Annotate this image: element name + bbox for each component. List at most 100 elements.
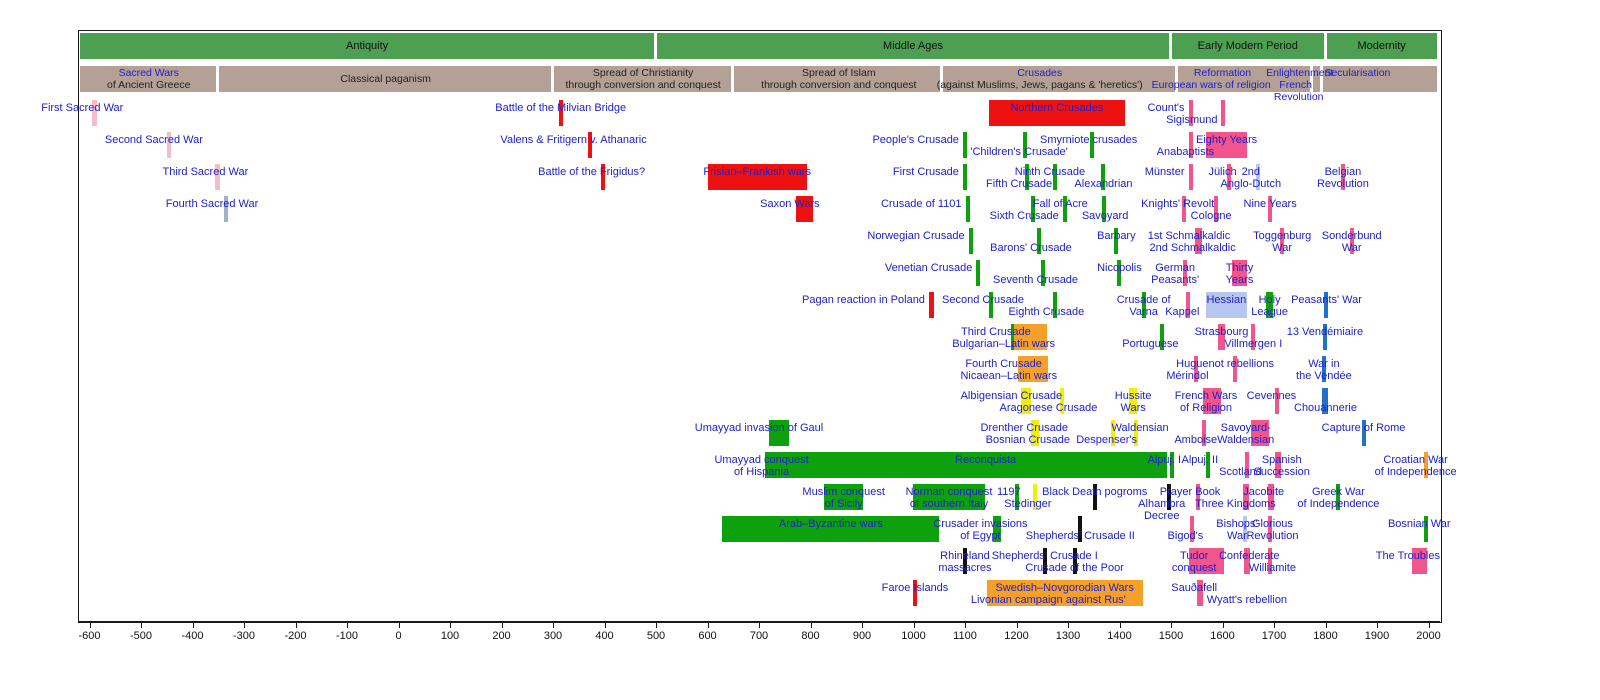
event-bar [1196, 580, 1201, 606]
axis-tick [656, 622, 657, 628]
axis-tick-label: 0 [395, 630, 402, 642]
event-bar [1280, 228, 1285, 254]
event-label: Succession [1253, 466, 1310, 478]
event-bar [992, 516, 1001, 542]
event-label: Crusade of 1101 [880, 198, 962, 210]
event-label: Waldensian [1217, 434, 1275, 446]
event-bar [1188, 100, 1193, 126]
event-bar [1213, 196, 1218, 222]
event-bar [1090, 132, 1095, 158]
event-label: Münster [1144, 166, 1185, 178]
event-bar [1185, 292, 1190, 318]
event-bar [986, 580, 1143, 606]
event-label: Capture of Rome [1321, 422, 1406, 434]
period-segment: Antiquity [80, 33, 654, 59]
event-label: Saxon Wars [760, 198, 820, 210]
event-bar [1251, 324, 1256, 350]
event-label: Nicaean–Latin wars [960, 370, 1058, 382]
event-bar [1349, 228, 1354, 254]
event-label: Years [1225, 274, 1254, 286]
event-bar [722, 516, 940, 542]
event-label: 2nd Schmalkaldic [1149, 242, 1236, 254]
event-label: War [1227, 530, 1247, 542]
event-bar [912, 580, 917, 606]
event-label: Wars [1120, 402, 1146, 414]
event-label: conquest [1171, 562, 1217, 574]
event-label: Sonderbund [1321, 230, 1382, 242]
event-bar [1221, 100, 1226, 126]
event-label: Muslim conquest [802, 486, 885, 498]
axis-tick [862, 622, 863, 628]
event-label: Venetian Crusade [884, 262, 973, 274]
event-label: Count's [1147, 102, 1185, 114]
event-bar [1336, 484, 1341, 510]
axis-tick [604, 622, 606, 628]
axis-tick-label: 600 [698, 630, 717, 642]
event-label: Scotland [1219, 466, 1262, 478]
event-label: Rhineland [940, 550, 990, 562]
era-segment [554, 66, 732, 92]
period-segment: Early Modern Period [1172, 33, 1324, 59]
event-bar [1198, 580, 1203, 606]
event-label: War [1341, 242, 1362, 254]
axis-tick [913, 622, 915, 628]
era-segment [1178, 66, 1311, 92]
event-label: Nine Years [1243, 198, 1297, 210]
event-bar [1101, 164, 1106, 190]
event-label: Decree [1143, 510, 1180, 522]
event-label: Crusade of [1116, 294, 1171, 306]
event-bar [928, 292, 935, 318]
axis-tick [1068, 622, 1069, 628]
event-bar [1194, 228, 1199, 254]
event-label: Sigismund [1166, 114, 1218, 126]
event-label: Bosnian Crusade [985, 434, 1071, 446]
event-label: of Independence [1374, 466, 1457, 478]
era-segment [80, 66, 217, 92]
axis-tick [1171, 622, 1172, 628]
event-label: Pagan reaction in Poland [802, 294, 925, 306]
event-label: Faroe Islands [881, 582, 949, 594]
event-bar [989, 292, 994, 318]
event-label: Waldensian [1111, 422, 1169, 434]
era-label: European wars of religion [1151, 79, 1271, 91]
event-label: Alhambra [1138, 498, 1186, 510]
event-label: Second Crusade [942, 294, 1024, 306]
era-label: Enlightenment [1266, 67, 1334, 79]
period-label: Middle Ages [883, 40, 943, 52]
event-label: Bigod's [1167, 530, 1204, 542]
event-label: Eighty Years [1196, 134, 1258, 146]
event-bar [1194, 356, 1199, 382]
axis-tick-label: -300 [232, 630, 256, 642]
axis-tick [553, 622, 554, 628]
axis-tick [1428, 622, 1430, 628]
event-label: Wyatt's rebellion [1206, 594, 1288, 606]
event-label: Belgian [1324, 166, 1362, 178]
event-bar [1250, 420, 1269, 446]
event-bar [1322, 388, 1328, 414]
axis-tick-label: 1500 [1158, 630, 1184, 642]
event-label: Mérindol [1166, 370, 1209, 382]
event-label: Reconquista [955, 454, 1017, 466]
event-label: Arab–Byzantine wars [778, 518, 883, 530]
event-bar [968, 228, 973, 254]
event-label: Sauðafell [1171, 582, 1218, 594]
event-bar [1078, 516, 1083, 542]
event-bar [962, 132, 967, 158]
event-bar [1188, 164, 1193, 190]
event-bar [1206, 132, 1248, 158]
axis-tick [1325, 622, 1327, 628]
axis-tick-label: 1800 [1313, 630, 1338, 642]
event-label: Cevennes [1246, 390, 1297, 402]
event-label: Prayer Book [1159, 486, 1221, 498]
event-bar [1059, 388, 1064, 414]
axis-tick-label: 200 [492, 630, 511, 642]
event-bar [1018, 356, 1048, 382]
event-label: Huguenot rebellions [1176, 358, 1274, 370]
event-label: Crusader invasions [933, 518, 1028, 530]
event-label: Frisian–Frankish wars [703, 166, 811, 178]
event-label: Glorious [1251, 518, 1293, 530]
event-bar [1218, 324, 1225, 350]
axis-tick [450, 622, 451, 628]
event-bar [962, 548, 967, 574]
era-label: Secularisation [1324, 67, 1391, 79]
